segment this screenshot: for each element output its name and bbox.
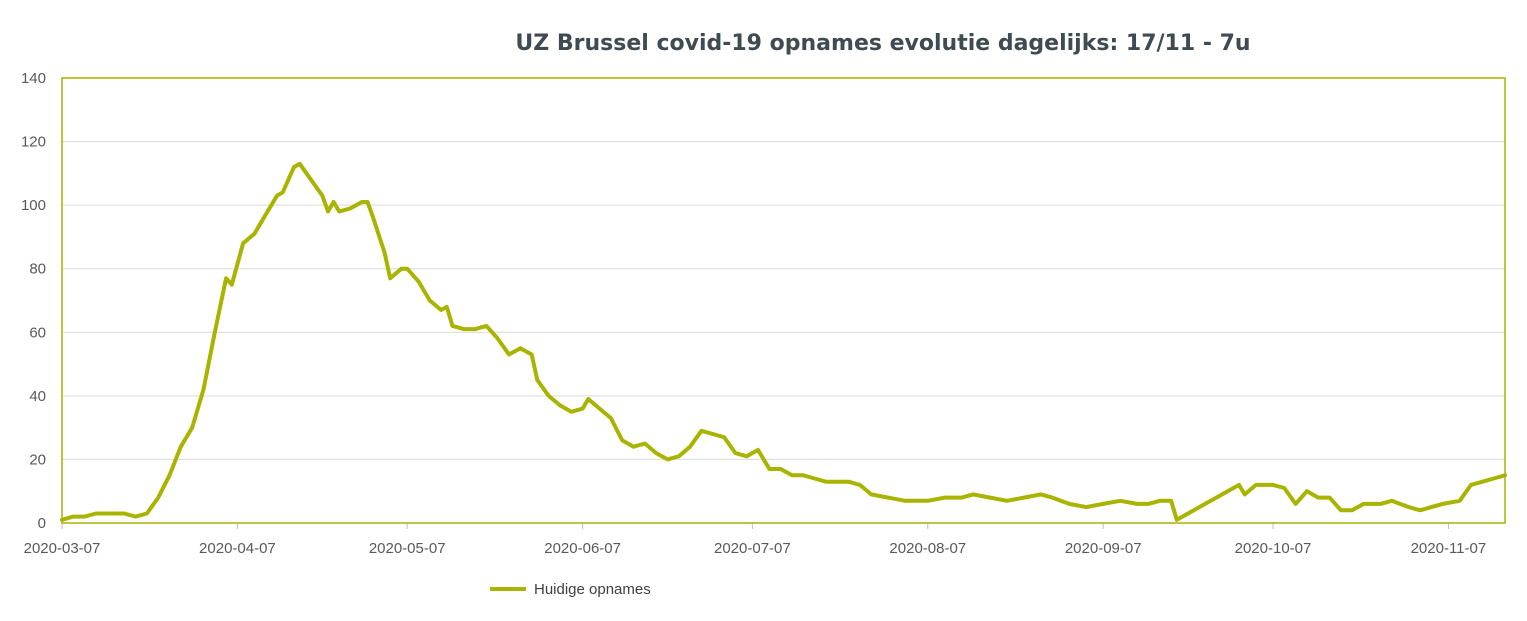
y-tick-label: 120 [21,134,46,151]
x-tick-label: 2020-08-07 [889,540,966,557]
chart-series [60,161,1507,522]
series-line-0 [60,161,1507,522]
chart-title: UZ Brussel covid-19 opnames evolutie dag… [515,31,1250,56]
plot-border [61,77,1506,524]
y-tick-label: 100 [21,197,46,214]
y-tick-label: 60 [29,324,46,341]
y-tick-label: 40 [29,388,46,405]
x-tick-label: 2020-11-07 [1411,540,1487,557]
x-tick-label: 2020-10-07 [1235,540,1312,557]
y-tick-label: 20 [29,451,46,468]
y-tick-label: 0 [38,515,46,532]
x-tick-label: 2020-07-07 [714,540,791,557]
x-tick-label: 2020-04-07 [199,540,276,557]
chart-legend: Huidige opnames [490,581,651,598]
y-axis-ticks: 0 20 40 60 80 100 120 140 [21,70,46,532]
x-tick-label: 2020-05-07 [369,540,446,557]
x-tick-label: 2020-06-07 [544,540,621,557]
x-tick-label: 2020-03-07 [24,540,101,557]
y-tick-label: 140 [21,70,46,87]
chart-grid [62,77,1505,524]
x-axis-ticks: 2020-03-07 2020-04-07 2020-05-07 2020-06-07… [24,523,1487,557]
y-tick-label: 80 [29,261,46,278]
legend-label: Huidige opnames [534,581,651,598]
x-tick-label: 2020-09-07 [1065,540,1142,557]
